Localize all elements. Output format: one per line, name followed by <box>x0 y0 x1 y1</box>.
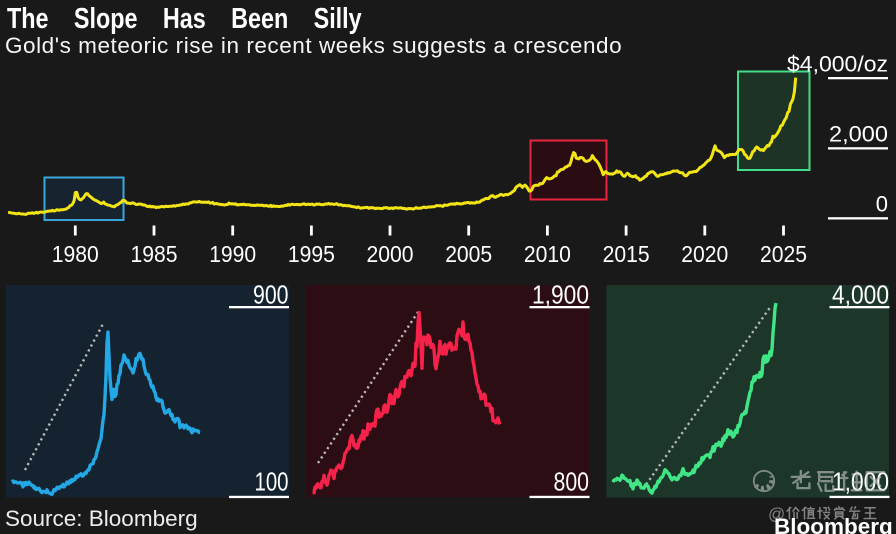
svg-text:100: 100 <box>255 467 289 497</box>
svg-text:2020: 2020 <box>681 241 728 267</box>
svg-text:1985: 1985 <box>131 241 178 267</box>
svg-text:2015: 2015 <box>603 241 650 267</box>
svg-text:800: 800 <box>554 467 590 497</box>
svg-text:2005: 2005 <box>445 241 492 267</box>
svg-text:1995: 1995 <box>288 241 335 267</box>
svg-text:900: 900 <box>253 280 289 310</box>
svg-text:4,000: 4,000 <box>832 280 889 310</box>
svg-text:2025: 2025 <box>760 241 807 267</box>
svg-text:1,900: 1,900 <box>532 280 589 310</box>
svg-text:2010: 2010 <box>524 241 571 267</box>
svg-text:2000: 2000 <box>367 241 414 267</box>
svg-text:1990: 1990 <box>209 241 256 267</box>
svg-text:2,000: 2,000 <box>829 121 888 146</box>
svg-text:1980: 1980 <box>52 241 99 267</box>
svg-text:$4,000/oz: $4,000/oz <box>787 52 888 77</box>
svg-text:@: @ <box>768 505 785 524</box>
svg-text:0: 0 <box>876 191 888 216</box>
